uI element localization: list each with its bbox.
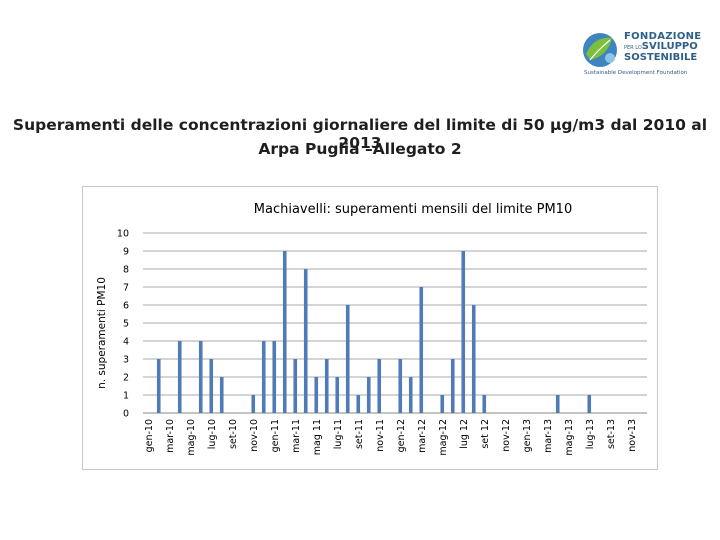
bar-nov-10: [251, 395, 256, 413]
x-tick-label: lug-10: [207, 419, 218, 449]
x-tick-label: gen-11: [270, 419, 281, 452]
bar-feb-10: [156, 359, 161, 413]
bar-mar-12: [419, 287, 424, 413]
bar-set-12: [482, 395, 487, 413]
bar-feb-11: [282, 251, 287, 413]
bar-set-11: [356, 395, 361, 413]
logo-line2: PER LOSVILUPPO: [624, 42, 701, 53]
x-tick-label: set 12: [480, 419, 491, 449]
bar-giu-11: [324, 359, 329, 413]
x-tick-label: mar-11: [291, 419, 302, 453]
x-tick-label: mar-10: [165, 419, 176, 453]
y-tick-label: 4: [123, 337, 129, 348]
x-tick-label: mag-12: [438, 419, 449, 456]
bar-nov-11: [377, 359, 382, 413]
x-tick-label: nov-12: [501, 419, 512, 452]
logo-line3: SOSTENIBILE: [624, 52, 698, 63]
bar-chart: Machiavelli: superamenti mensili del lim…: [96, 202, 647, 456]
bars: [156, 251, 592, 413]
y-tick-label: 5: [123, 319, 129, 330]
bar-lug-13: [587, 395, 592, 413]
x-tick-label: set-13: [606, 419, 617, 449]
bar-apr-13: [555, 395, 560, 413]
bar-mag-12: [440, 395, 445, 413]
x-tick-labels: gen-10 mar-10 mag-10 lug-10 set-10 nov-10 gen-…: [144, 419, 638, 456]
y-tick-label: 9: [123, 247, 129, 258]
bar-lug-11: [335, 377, 340, 413]
y-tick-label: 7: [123, 283, 129, 294]
bar-giu-10: [198, 341, 203, 413]
logo-line2-main: SVILUPPO: [641, 41, 698, 52]
x-tick-label: mag-13: [564, 419, 575, 456]
x-tick-label: gen-12: [396, 419, 407, 452]
logo-line2-small: PER LO: [624, 45, 642, 51]
x-tick-label: mar-13: [543, 419, 554, 453]
y-tick-label: 2: [123, 373, 129, 384]
x-tick-label: lug 12: [459, 419, 470, 449]
bar-mar-11: [293, 359, 298, 413]
bar-gen-11: [272, 341, 277, 413]
bar-giu-12: [450, 359, 455, 413]
x-tick-label: gen-10: [144, 419, 155, 452]
chart-title: Machiavelli: superamenti mensili del lim…: [254, 202, 572, 217]
logo-tagline: Sustainable Development Foundation: [584, 70, 688, 76]
y-tick-label: 6: [123, 301, 129, 312]
bar-ago-10: [219, 377, 224, 413]
y-tick-labels: 0 1 2 3 4 5 6 7 8 9 10: [117, 229, 129, 420]
x-tick-label: mag 11: [312, 419, 323, 455]
y-tick-label: 8: [123, 265, 129, 276]
logo-text: FONDAZIONE PER LOSVILUPPO SOSTENIBILE: [624, 32, 701, 63]
x-tick-label: nov-11: [375, 419, 386, 452]
bar-dic-10: [261, 341, 266, 413]
logo-line1: FONDAZIONE: [624, 31, 702, 42]
bar-lug-10: [209, 359, 214, 413]
slide-title: Superamenti delle concentrazioni giornal…: [12, 116, 708, 152]
bar-apr-11: [303, 269, 308, 413]
x-tick-label: lug-11: [333, 419, 344, 449]
y-tick-label: 10: [117, 229, 129, 240]
foundation-logo: FONDAZIONE PER LOSVILUPPO SOSTENIBILE Su…: [580, 28, 712, 80]
bar-feb-12: [408, 377, 413, 413]
bar-apr-10: [177, 341, 182, 413]
x-tick-label: nov-10: [249, 419, 260, 452]
bar-ago-12: [471, 305, 476, 413]
y-axis-label: n. superamenti PM10: [96, 277, 108, 389]
x-tick-label: set-10: [228, 419, 239, 449]
x-tick-label: mar-12: [417, 419, 428, 453]
x-tick-label: gen-13: [522, 419, 533, 452]
y-tick-label: 1: [123, 391, 129, 402]
y-tick-label: 3: [123, 355, 129, 366]
x-tick-label: nov-13: [627, 419, 638, 452]
slide-subtitle: Arpa Puglia –Allegato 2: [258, 140, 462, 158]
x-tick-label: lug-13: [585, 419, 596, 449]
chart-container: Machiavelli: superamenti mensili del lim…: [82, 186, 658, 470]
y-tick-label: 0: [123, 409, 129, 420]
x-tick-label: mag-10: [186, 419, 197, 456]
bar-ago-11: [345, 305, 350, 413]
bar-mag-11: [314, 377, 319, 413]
bar-lug-12: [461, 251, 466, 413]
gridlines: [143, 232, 647, 414]
bar-ott-11: [366, 377, 371, 413]
x-tick-label: set-11: [354, 419, 365, 449]
bar-gen-12: [398, 359, 403, 413]
leaf-globe-icon: [583, 33, 617, 67]
